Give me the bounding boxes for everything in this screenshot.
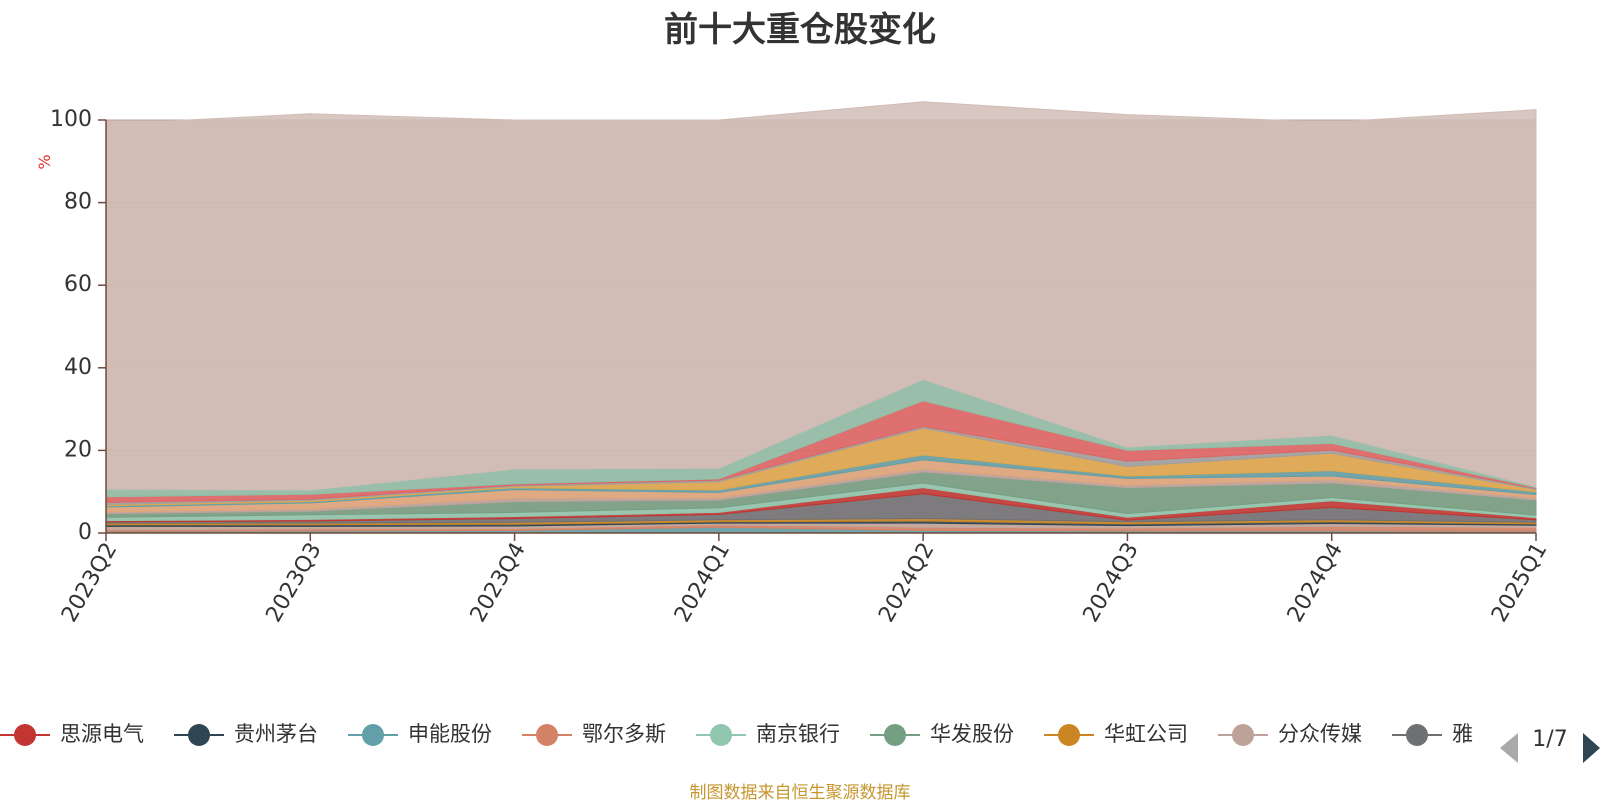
- legend-next-icon[interactable]: [1583, 733, 1600, 763]
- legend-marker: [710, 724, 732, 746]
- data-source-note: 制图数据来自恒生聚源数据库: [689, 783, 911, 803]
- legend-label: 南京银行: [756, 722, 840, 746]
- legend-label: 华虹公司: [1104, 722, 1188, 746]
- x-tick-label: 2024Q3: [1079, 539, 1144, 627]
- legend-item[interactable]: 申能股份: [348, 722, 492, 746]
- y-tick-label: 40: [64, 355, 92, 380]
- legend-item[interactable]: 南京银行: [696, 722, 840, 746]
- legend-marker: [14, 724, 36, 746]
- legend-item[interactable]: 雅: [1392, 722, 1473, 746]
- legend-prev-icon[interactable]: [1500, 733, 1518, 763]
- x-tick-label: 2024Q4: [1283, 539, 1348, 627]
- legend-label: 贵州茅台: [234, 722, 318, 746]
- legend-label: 雅: [1452, 722, 1473, 746]
- legend-marker: [884, 724, 906, 746]
- area-series-16: [105, 101, 1537, 491]
- x-tick-label: 2025Q1: [1487, 539, 1552, 627]
- y-tick-label: 60: [64, 272, 92, 297]
- y-tick-label: 0: [78, 520, 92, 545]
- legend-item[interactable]: 鄂尔多斯: [522, 722, 666, 746]
- legend-label: 思源电气: [60, 722, 144, 746]
- area-layer: [105, 101, 1537, 534]
- legend: 思源电气 贵州茅台 申能股份 鄂尔多斯 南京银行 华发股份 华虹公司 分众传媒 雅: [0, 722, 1473, 746]
- legend-page-indicator: 1/7: [1532, 727, 1567, 752]
- legend-label: 分众传媒: [1278, 722, 1362, 746]
- legend-item[interactable]: 华虹公司: [1044, 722, 1188, 746]
- legend-label: 申能股份: [408, 722, 492, 746]
- x-tick-label: 2023Q3: [261, 539, 326, 627]
- y-axis-label: %: [35, 154, 54, 169]
- legend-item[interactable]: 贵州茅台: [174, 722, 318, 746]
- y-tick-label: 100: [50, 107, 92, 132]
- legend-pager: 1/7: [1500, 727, 1600, 763]
- y-tick-label: 20: [64, 437, 92, 462]
- chart-title: 前十大重仓股变化: [664, 10, 936, 50]
- y-ticks: 0 20 40 60 80 100: [50, 107, 106, 545]
- y-tick-label: 80: [64, 190, 92, 215]
- legend-item[interactable]: 分众传媒: [1218, 722, 1362, 746]
- x-tick-label: 2023Q4: [466, 539, 531, 627]
- x-tick-label: 2023Q2: [57, 539, 122, 627]
- legend-item[interactable]: 华发股份: [870, 722, 1014, 746]
- legend-marker: [1232, 724, 1254, 746]
- x-ticks: 2023Q2 2023Q3 2023Q4 2024Q1 2024Q2 2024Q3 2024…: [57, 533, 1552, 627]
- legend-marker: [1406, 724, 1428, 746]
- axis-layer: [105, 120, 1536, 534]
- legend-item[interactable]: 思源电气: [0, 722, 144, 746]
- legend-marker: [1058, 724, 1080, 746]
- legend-marker: [536, 724, 558, 746]
- legend-marker: [188, 724, 210, 746]
- legend-label: 华发股份: [930, 722, 1014, 746]
- legend-marker: [362, 724, 384, 746]
- legend-label: 鄂尔多斯: [582, 722, 666, 746]
- x-tick-label: 2024Q1: [670, 539, 735, 627]
- x-tick-label: 2024Q2: [874, 539, 939, 627]
